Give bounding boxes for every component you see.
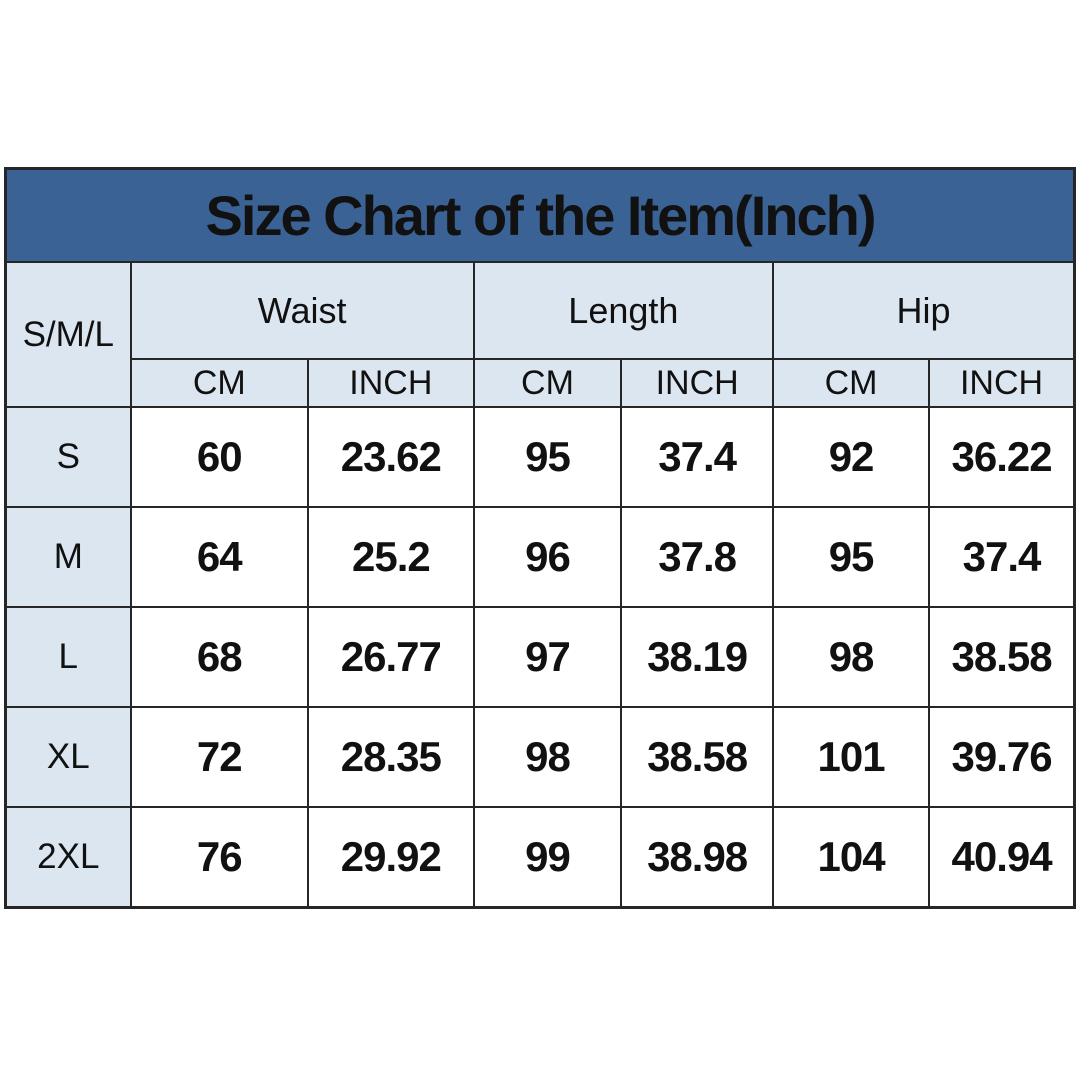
- value-cell: 25.2: [307, 506, 475, 608]
- unit-header-length-cm: CM: [472, 358, 623, 408]
- column-group-hip: Hip: [772, 261, 1076, 360]
- value-cell: 37.4: [928, 506, 1076, 608]
- column-group-waist: Waist: [129, 261, 475, 360]
- row-label-2xl: 2XL: [4, 806, 132, 909]
- value-cell: 40.94: [928, 806, 1076, 909]
- unit-header-waist-cm: CM: [129, 358, 310, 408]
- value-cell: 38.58: [620, 706, 775, 808]
- value-cell: 97: [472, 606, 623, 708]
- value-cell: 95: [472, 406, 623, 508]
- row-label-s: S: [4, 406, 132, 508]
- value-cell: 64: [129, 506, 310, 608]
- title-row: Size Chart of the Item(Inch): [4, 167, 1076, 263]
- value-cell: 39.76: [928, 706, 1076, 808]
- unit-header-hip-inch: INCH: [928, 358, 1076, 408]
- value-cell: 96: [472, 506, 623, 608]
- table-row-s: S 60 23.62 95 37.4 92 36.22: [4, 406, 1076, 508]
- value-cell: 29.92: [307, 806, 475, 909]
- value-cell: 26.77: [307, 606, 475, 708]
- value-cell: 104: [772, 806, 931, 909]
- value-cell: 101: [772, 706, 931, 808]
- value-cell: 38.19: [620, 606, 775, 708]
- size-chart-table: Size Chart of the Item(Inch) S/M/L Waist…: [4, 167, 1076, 909]
- value-cell: 99: [472, 806, 623, 909]
- corner-header-sml: S/M/L: [4, 261, 132, 408]
- column-group-length: Length: [472, 261, 775, 360]
- row-label-m: M: [4, 506, 132, 608]
- unit-header-length-inch: INCH: [620, 358, 775, 408]
- table-row-m: M 64 25.2 96 37.8 95 37.4: [4, 506, 1076, 608]
- table-row-2xl: 2XL 76 29.92 99 38.98 104 40.94: [4, 806, 1076, 909]
- value-cell: 37.4: [620, 406, 775, 508]
- value-cell: 37.8: [620, 506, 775, 608]
- value-cell: 98: [472, 706, 623, 808]
- value-cell: 95: [772, 506, 931, 608]
- size-chart: Size Chart of the Item(Inch) S/M/L Waist…: [4, 167, 1076, 909]
- unit-header-hip-cm: CM: [772, 358, 931, 408]
- value-cell: 60: [129, 406, 310, 508]
- group-header-row: S/M/L Waist Length Hip: [4, 261, 1076, 408]
- value-cell: 28.35: [307, 706, 475, 808]
- value-cell: 72: [129, 706, 310, 808]
- unit-header-waist-inch: INCH: [307, 358, 475, 408]
- value-cell: 23.62: [307, 406, 475, 508]
- value-cell: 76: [129, 806, 310, 909]
- value-cell: 92: [772, 406, 931, 508]
- value-cell: 36.22: [928, 406, 1076, 508]
- value-cell: 98: [772, 606, 931, 708]
- size-chart-title: Size Chart of the Item(Inch): [4, 167, 1076, 263]
- table-row-xl: XL 72 28.35 98 38.58 101 39.76: [4, 706, 1076, 808]
- row-label-l: L: [4, 606, 132, 708]
- value-cell: 38.58: [928, 606, 1076, 708]
- unit-header-row: CM INCH CM INCH CM INCH: [6, 358, 1076, 408]
- value-cell: 68: [129, 606, 310, 708]
- row-label-xl: XL: [4, 706, 132, 808]
- table-row-l: L 68 26.77 97 38.19 98 38.58: [4, 606, 1076, 708]
- value-cell: 38.98: [620, 806, 775, 909]
